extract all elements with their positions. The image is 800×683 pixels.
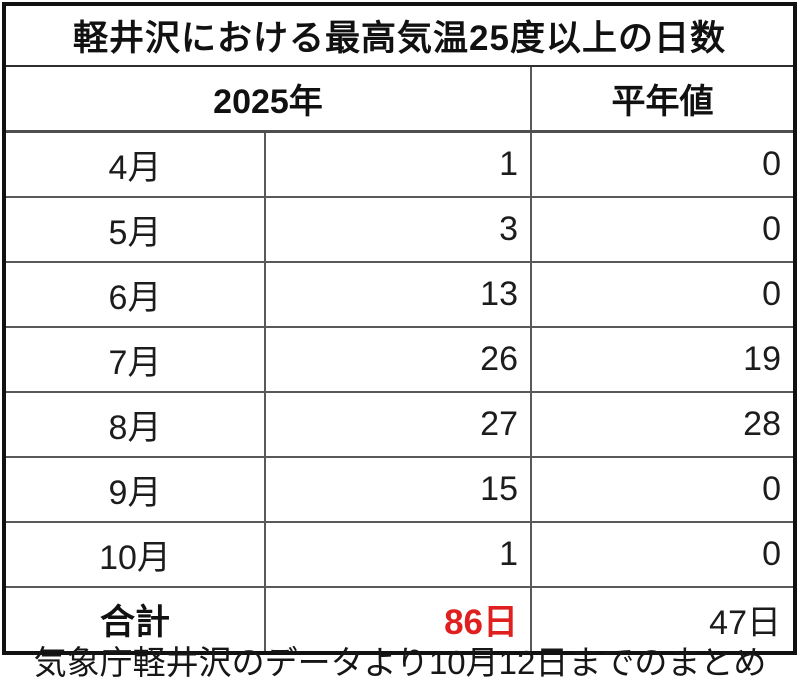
table-title: 軽井沢における最高気温25度以上の日数: [3, 3, 796, 67]
table-row: 10月 1 0: [3, 521, 796, 588]
table-body: 4月 1 0 5月 3 0 6月 13 0 7月 26 19 8月 27 28 …: [3, 130, 796, 588]
table-row: 6月 13 0: [3, 261, 796, 328]
normal-value-cell: 28: [530, 391, 796, 458]
normal-value-cell: 0: [530, 130, 796, 198]
total-year-value-cell: 86日: [264, 586, 532, 654]
column-header-year-2025: 2025年: [3, 65, 532, 133]
year-value-cell: 3: [264, 196, 532, 263]
normal-value-cell: 0: [530, 456, 796, 523]
total-row: 合計 86日 47日: [3, 586, 796, 654]
month-cell: 10月: [3, 521, 266, 588]
header-row: 2025年 平年値: [3, 65, 796, 133]
table-row: 4月 1 0: [3, 130, 796, 198]
column-header-normal-value: 平年値: [530, 65, 796, 133]
month-cell: 6月: [3, 261, 266, 328]
source-note: 気象庁軽井沢のデータより10月12日までのまとめ: [33, 644, 767, 681]
normal-value-cell: 0: [530, 261, 796, 328]
month-cell: 7月: [3, 326, 266, 393]
table-row: 8月 27 28: [3, 391, 796, 458]
table-row: 9月 15 0: [3, 456, 796, 523]
table-row: 5月 3 0: [3, 196, 796, 263]
title-row: 軽井沢における最高気温25度以上の日数: [3, 3, 796, 67]
year-value-cell: 1: [264, 521, 532, 588]
total-label-cell: 合計: [3, 586, 266, 654]
year-value-cell: 27: [264, 391, 532, 458]
normal-value-cell: 0: [530, 521, 796, 588]
month-cell: 9月: [3, 456, 266, 523]
month-cell: 8月: [3, 391, 266, 458]
year-value-cell: 26: [264, 326, 532, 393]
table-row: 7月 26 19: [3, 326, 796, 393]
year-value-cell: 15: [264, 456, 532, 523]
month-cell: 4月: [3, 130, 266, 198]
month-cell: 5月: [3, 196, 266, 263]
temperature-days-table: 軽井沢における最高気温25度以上の日数 2025年 平年値 4月 1 0 5月 …: [2, 2, 797, 655]
total-normal-value-cell: 47日: [530, 586, 796, 654]
year-value-cell: 1: [264, 130, 532, 198]
normal-value-cell: 0: [530, 196, 796, 263]
normal-value-cell: 19: [530, 326, 796, 393]
year-value-cell: 13: [264, 261, 532, 328]
